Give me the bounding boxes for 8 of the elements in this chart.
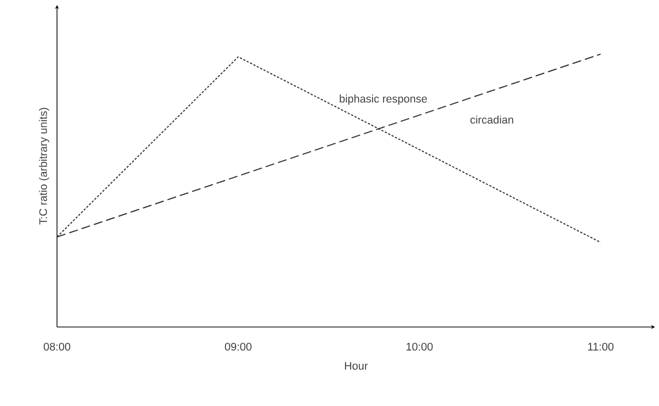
x-tick-label: 11:00 [588, 342, 614, 351]
series-label: biphasic response [340, 94, 427, 105]
series-label: circadian [470, 116, 514, 124]
x-tick-label: 08:00 [44, 342, 70, 351]
y-axis-title: T:C ratio (arbitrary units) [38, 108, 50, 225]
x-tick-label: 09:00 [224, 342, 252, 351]
x-tick-label: 10:00 [406, 342, 433, 351]
x-axis-title: Hour [345, 362, 368, 370]
